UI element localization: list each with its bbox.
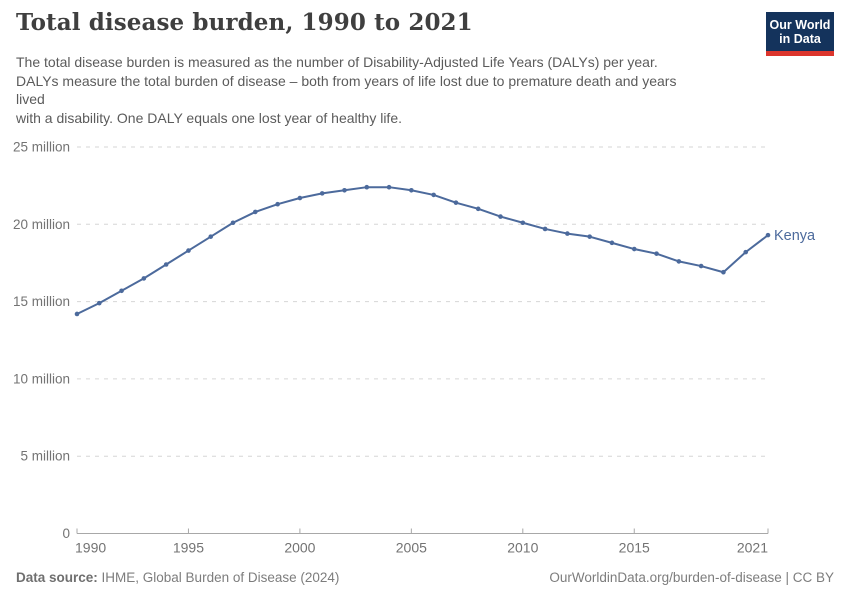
owid-logo-line1: Our World	[769, 18, 831, 32]
x-axis-tick-label: 2015	[619, 540, 650, 556]
data-point[interactable]	[364, 184, 370, 190]
chart-subtitle: The total disease burden is measured as …	[16, 53, 761, 127]
y-axis-tick-label: 25 million	[13, 140, 70, 155]
data-point[interactable]	[253, 209, 258, 215]
owid-logo-line2: in Data	[779, 32, 821, 46]
y-axis-tick-label: 5 million	[20, 449, 70, 464]
data-point[interactable]	[520, 220, 526, 226]
subtitle-line: The total disease burden is measured as …	[16, 54, 658, 70]
data-source-label: Data source:	[16, 570, 98, 585]
data-point[interactable]	[498, 214, 503, 219]
y-axis-tick-label: 0	[62, 526, 70, 541]
data-point[interactable]	[565, 231, 570, 236]
data-point[interactable]	[342, 187, 347, 193]
data-point[interactable]	[631, 246, 637, 252]
series-end-label[interactable]: Kenya	[774, 228, 816, 244]
series-line[interactable]	[76, 186, 769, 315]
data-source-value: IHME, Global Burden of Disease (2024)	[97, 570, 340, 585]
data-point[interactable]	[765, 232, 771, 238]
subtitle-line: DALYs measure the total burden of diseas…	[16, 72, 677, 89]
y-axis-tick-label: 15 million	[13, 294, 70, 309]
data-point[interactable]	[163, 262, 169, 267]
data-point[interactable]	[587, 234, 592, 239]
x-axis-tick-label: 2000	[284, 540, 315, 556]
x-axis-tick-label: 2005	[396, 540, 427, 556]
data-point[interactable]	[475, 206, 481, 212]
x-axis-tick-label: 2010	[507, 540, 538, 556]
y-axis-tick-label: 10 million	[13, 371, 70, 386]
data-point[interactable]	[676, 259, 682, 264]
data-point[interactable]	[386, 184, 392, 190]
x-axis-tick-label: 1995	[173, 540, 204, 556]
data-point[interactable]	[542, 226, 548, 232]
x-axis-tick-label: 1990	[75, 540, 106, 556]
data-point[interactable]	[721, 269, 726, 275]
data-point[interactable]	[654, 251, 659, 256]
data-point[interactable]	[141, 276, 147, 281]
license-note[interactable]: OurWorldinData.org/burden-of-disease | C…	[549, 570, 834, 585]
data-point[interactable]	[409, 187, 414, 193]
subtitle-line: lived	[16, 91, 45, 107]
data-point[interactable]	[698, 263, 704, 269]
data-point[interactable]	[208, 234, 214, 239]
data-point[interactable]	[609, 240, 615, 246]
data-point[interactable]	[275, 201, 280, 207]
data-point[interactable]	[96, 300, 102, 306]
y-axis-tick-label: 20 million	[13, 217, 70, 232]
data-source-note: Data source: IHME, Global Burden of Dise…	[16, 570, 339, 585]
x-axis-tick-label: 2021	[737, 540, 768, 556]
data-point[interactable]	[297, 195, 303, 201]
data-point[interactable]	[186, 248, 191, 253]
data-point[interactable]	[743, 249, 749, 255]
data-point[interactable]	[319, 191, 325, 196]
data-point[interactable]	[431, 192, 436, 198]
data-point[interactable]	[119, 288, 124, 294]
data-point[interactable]	[230, 220, 236, 226]
data-point[interactable]	[453, 200, 459, 205]
data-point[interactable]	[74, 311, 80, 317]
page-title: Total disease burden, 1990 to 2021	[16, 9, 473, 36]
owid-logo[interactable]: Our World in Data	[766, 12, 834, 56]
subtitle-line: with a disability. One DALY equals one l…	[16, 109, 402, 126]
